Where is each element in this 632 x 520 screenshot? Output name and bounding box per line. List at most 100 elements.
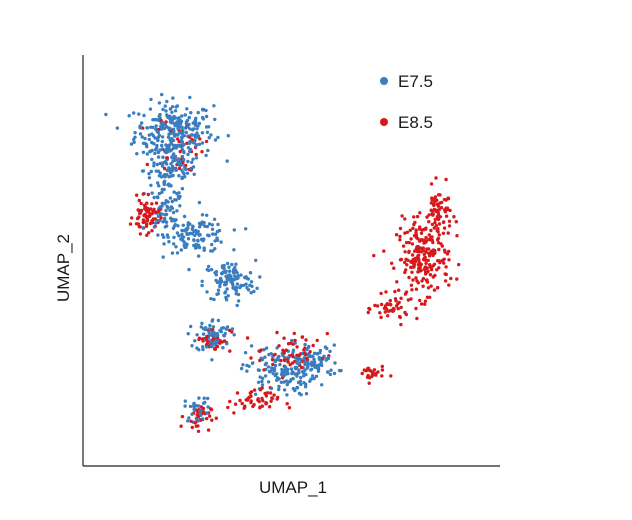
point-e7-5 xyxy=(147,172,151,176)
point-e7-5 xyxy=(180,114,184,118)
point-e7-5 xyxy=(157,174,162,178)
point-e8-5 xyxy=(399,322,403,327)
point-e8-5 xyxy=(412,265,416,269)
point-e8-5 xyxy=(437,233,441,237)
point-e8-5 xyxy=(418,246,422,250)
point-e7-5 xyxy=(234,268,238,273)
point-e7-5 xyxy=(200,279,204,283)
point-e7-5 xyxy=(326,356,331,361)
point-e8-5 xyxy=(277,344,281,348)
point-e8-5 xyxy=(148,221,153,226)
point-e7-5 xyxy=(256,380,261,384)
point-e7-5 xyxy=(162,219,167,223)
point-e7-5 xyxy=(218,284,222,289)
point-e7-5 xyxy=(253,392,258,396)
point-e8-5 xyxy=(243,404,247,408)
point-e8-5 xyxy=(425,295,430,299)
point-e8-5 xyxy=(380,374,384,378)
point-e7-5 xyxy=(322,354,326,358)
point-e8-5 xyxy=(447,283,451,287)
point-e7-5 xyxy=(309,377,313,381)
point-e7-5 xyxy=(155,195,160,199)
point-e8-5 xyxy=(410,270,414,274)
point-e8-5 xyxy=(300,335,304,339)
point-e8-5 xyxy=(138,232,143,236)
legend-item-e8-5: E8.5 xyxy=(380,113,433,132)
point-e7-5 xyxy=(269,386,274,391)
point-e7-5 xyxy=(285,382,289,387)
point-e8-5 xyxy=(308,350,312,354)
point-e7-5 xyxy=(163,149,167,154)
point-e8-5 xyxy=(429,201,434,205)
point-e7-5 xyxy=(195,333,199,337)
point-e7-5 xyxy=(188,95,192,100)
point-e7-5 xyxy=(210,223,214,227)
point-e7-5 xyxy=(234,285,239,290)
point-e7-5 xyxy=(149,169,153,174)
point-e7-5 xyxy=(210,358,214,362)
point-e7-5 xyxy=(170,156,174,160)
point-e7-5 xyxy=(205,290,209,294)
point-e7-5 xyxy=(160,120,165,125)
point-e7-5 xyxy=(230,262,234,267)
point-e8-5 xyxy=(392,307,396,311)
point-e8-5 xyxy=(414,230,418,235)
point-e7-5 xyxy=(304,372,308,377)
point-e8-5 xyxy=(389,308,393,313)
point-e7-5 xyxy=(152,195,156,200)
point-e7-5 xyxy=(189,147,193,152)
point-e7-5 xyxy=(168,138,172,142)
point-e7-5 xyxy=(174,105,178,109)
point-e7-5 xyxy=(297,368,301,372)
point-e7-5 xyxy=(280,372,284,377)
point-e7-5 xyxy=(205,130,210,134)
point-e7-5 xyxy=(172,157,177,161)
point-e8-5 xyxy=(436,259,440,263)
point-e7-5 xyxy=(226,278,230,282)
point-e7-5 xyxy=(209,267,214,272)
point-e8-5 xyxy=(410,253,415,257)
point-e7-5 xyxy=(232,228,236,232)
point-e7-5 xyxy=(204,108,208,113)
point-e7-5 xyxy=(169,174,173,178)
point-e7-5 xyxy=(309,354,314,359)
point-e7-5 xyxy=(205,411,209,415)
point-e7-5 xyxy=(306,360,310,364)
point-e7-5 xyxy=(164,124,168,129)
point-e8-5 xyxy=(447,258,451,262)
point-e7-5 xyxy=(147,137,151,142)
point-e7-5 xyxy=(157,101,162,105)
point-e7-5 xyxy=(214,278,218,283)
point-e8-5 xyxy=(245,336,250,340)
point-e7-5 xyxy=(215,292,219,296)
point-e8-5 xyxy=(190,425,194,430)
point-e7-5 xyxy=(164,143,168,147)
point-e8-5 xyxy=(367,381,371,385)
x-axis-label: UMAP_1 xyxy=(259,478,327,497)
point-e8-5 xyxy=(383,304,388,308)
point-e7-5 xyxy=(178,204,182,208)
point-e8-5 xyxy=(282,336,286,340)
point-e8-5 xyxy=(436,229,440,233)
point-e8-5 xyxy=(427,247,431,251)
point-e8-5 xyxy=(448,208,452,213)
point-e7-5 xyxy=(207,331,211,335)
point-e8-5 xyxy=(421,238,425,242)
point-e7-5 xyxy=(213,117,217,122)
point-e8-5 xyxy=(176,137,180,141)
point-e7-5 xyxy=(180,232,184,237)
point-e8-5 xyxy=(299,365,304,370)
point-e8-5 xyxy=(398,238,402,242)
point-e7-5 xyxy=(234,289,238,293)
point-e8-5 xyxy=(424,235,428,240)
point-e7-5 xyxy=(190,344,194,348)
point-e8-5 xyxy=(400,214,404,218)
point-e7-5 xyxy=(168,131,173,136)
point-e8-5 xyxy=(422,252,426,257)
point-e8-5 xyxy=(302,348,306,352)
point-e7-5 xyxy=(216,318,221,323)
point-e8-5 xyxy=(426,286,431,290)
point-e7-5 xyxy=(206,233,210,237)
point-e7-5 xyxy=(212,217,217,221)
point-e7-5 xyxy=(151,125,155,130)
